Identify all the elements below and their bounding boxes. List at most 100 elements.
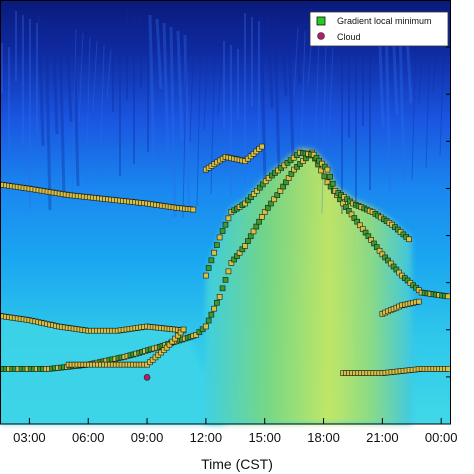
gradient-minimum-marker: [245, 238, 251, 244]
heatmap-streak: [106, 48, 112, 100]
gradient-minimum-marker: [216, 293, 223, 300]
gradient-minimum-marker: [196, 329, 203, 335]
heatmap-plume: [205, 148, 412, 424]
heatmap-streak: [176, 30, 184, 142]
gradient-minimum-marker: [324, 166, 331, 173]
gradient-minimum-marker: [340, 200, 346, 207]
gradient-minimum-marker: [257, 184, 263, 191]
gradient-minimum-marker: [211, 305, 217, 312]
x-tick-label: 06:00: [72, 430, 105, 445]
heatmap-streak: [44, 19, 52, 211]
x-tick-label: 03:00: [13, 430, 46, 445]
heatmap-streak: [78, 32, 84, 124]
gradient-minimum-marker: [321, 173, 328, 180]
legend-label-gradient-minimum: Gradient local minimum: [337, 16, 432, 26]
gradient-minimum-marker: [242, 200, 248, 207]
gradient-minimum-marker: [262, 178, 269, 185]
x-axis: 03:00 06:00 09:00 12:00 15:00 18:00 21:00 00:00: [13, 418, 457, 445]
gradient-minimum-marker: [371, 240, 377, 247]
heatmap-streak: [155, 18, 163, 90]
legend-marker-cloud: [317, 32, 325, 40]
gradient-minimum-marker: [205, 317, 212, 324]
gradient-minimum-marker: [327, 173, 333, 180]
gradient-minimum-marker: [385, 257, 391, 264]
gradient-minimum-marker: [163, 344, 170, 351]
x-tick-label: 12:00: [190, 430, 223, 445]
gradient-minimum-marker: [250, 228, 257, 235]
gradient-minimum-marker: [265, 204, 271, 211]
heatmap-streak: [294, 33, 302, 85]
gradient-minimum-marker: [379, 251, 386, 258]
gradient-minimum-marker: [271, 196, 277, 203]
heatmap-streak: [411, 29, 417, 181]
gradient-minimum-marker: [247, 233, 254, 240]
gradient-minimum-marker: [393, 266, 400, 273]
heatmap-streak: [65, 31, 73, 123]
heatmap-streak: [72, 35, 80, 187]
gradient-minimum-marker: [219, 228, 226, 234]
gradient-minimum-marker: [199, 326, 206, 333]
heatmap-streak: [273, 21, 281, 173]
gradient-minimum-marker: [222, 221, 229, 228]
gradient-minimum-marker: [169, 338, 176, 345]
gradient-minimum-marker: [261, 209, 268, 215]
heatmap-streak: [99, 44, 105, 176]
heatmap-streak: [280, 25, 288, 97]
plot-area: [0, 0, 451, 424]
heatmap-streak: [300, 30, 306, 162]
heatmap-streak: [196, 35, 202, 207]
plot-frame: [0, 0, 451, 425]
gradient-minimum-marker: [387, 260, 394, 267]
gradient-minimum-marker: [368, 237, 374, 243]
gradient-minimum-marker: [359, 226, 366, 232]
heatmap-streak: [189, 31, 195, 143]
gradient-minimum-marker: [248, 194, 254, 200]
heatmap-streak: [169, 26, 177, 218]
cloud-markers: [143, 374, 151, 381]
x-tick-label: 09:00: [131, 430, 164, 445]
cloud-marker: [143, 374, 151, 381]
gradient-minimum-marker: [242, 243, 248, 249]
heatmap-streak: [210, 43, 216, 195]
gradient-minimum-markers: [0, 143, 451, 376]
x-axis-label: Time (CST): [201, 456, 273, 472]
heatmap-streak: [183, 34, 191, 206]
gradient-minimum-marker: [390, 263, 397, 270]
gradient-minimum-marker: [259, 143, 265, 150]
gradient-minimum-marker: [294, 163, 300, 170]
gradient-minimum-marker: [216, 234, 223, 241]
heatmap-streak: [37, 15, 45, 147]
gradient-minimum-marker: [203, 323, 209, 330]
heatmap-streak: [217, 47, 223, 119]
gradient-minimum-marker: [351, 215, 358, 221]
heatmap-streak: [182, 27, 188, 219]
gradient-minimum-marker: [180, 326, 187, 333]
gradient-minimum-marker: [225, 215, 232, 222]
gradient-minimum-marker: [274, 192, 281, 198]
gradient-minimum-marker: [415, 298, 422, 305]
heatmap-streak: [321, 42, 327, 214]
gradient-minimum-marker: [205, 265, 212, 271]
gradient-minimum-marker: [406, 236, 412, 243]
gradient-minimum-marker: [268, 200, 274, 207]
gradient-minimum-marker: [214, 242, 220, 248]
gradient-minimum-marker: [259, 181, 266, 188]
gradient-minimum-marker: [345, 207, 352, 214]
heatmap-streak: [162, 22, 170, 154]
gradient-minimum-marker: [382, 254, 388, 261]
gradient-minimum-marker: [297, 161, 303, 167]
gradient-minimum-marker: [365, 233, 372, 240]
gradient-minimum-marker: [208, 257, 215, 264]
gradient-minimum-marker: [445, 293, 451, 300]
heatmap-streaks: [0, 10, 445, 219]
gradient-minimum-marker: [251, 191, 257, 197]
heatmap-streak: [432, 41, 438, 93]
x-tick-label: 18:00: [307, 430, 340, 445]
legend-box: [309, 11, 449, 47]
heatmap-streak: [314, 38, 320, 150]
gradient-minimum-marker: [177, 329, 184, 336]
gradient-minimum-marker: [318, 167, 324, 174]
gradient-minimum-marker: [253, 223, 260, 230]
gradient-minimum-marker: [190, 206, 197, 213]
